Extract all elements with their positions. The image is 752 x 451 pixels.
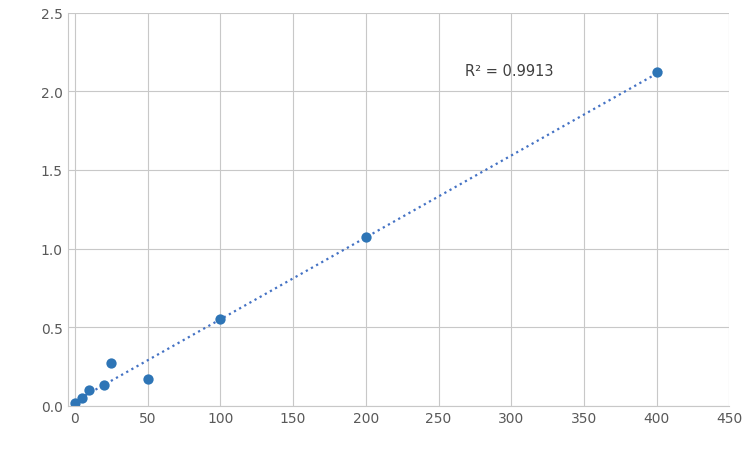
Point xyxy=(214,316,226,323)
Point xyxy=(359,235,371,242)
Point xyxy=(69,399,81,406)
Point xyxy=(98,382,110,389)
Point xyxy=(83,387,96,394)
Point xyxy=(141,376,153,383)
Point xyxy=(105,360,117,367)
Point xyxy=(650,69,663,77)
Text: R² = 0.9913: R² = 0.9913 xyxy=(465,64,553,79)
Point xyxy=(76,395,88,402)
